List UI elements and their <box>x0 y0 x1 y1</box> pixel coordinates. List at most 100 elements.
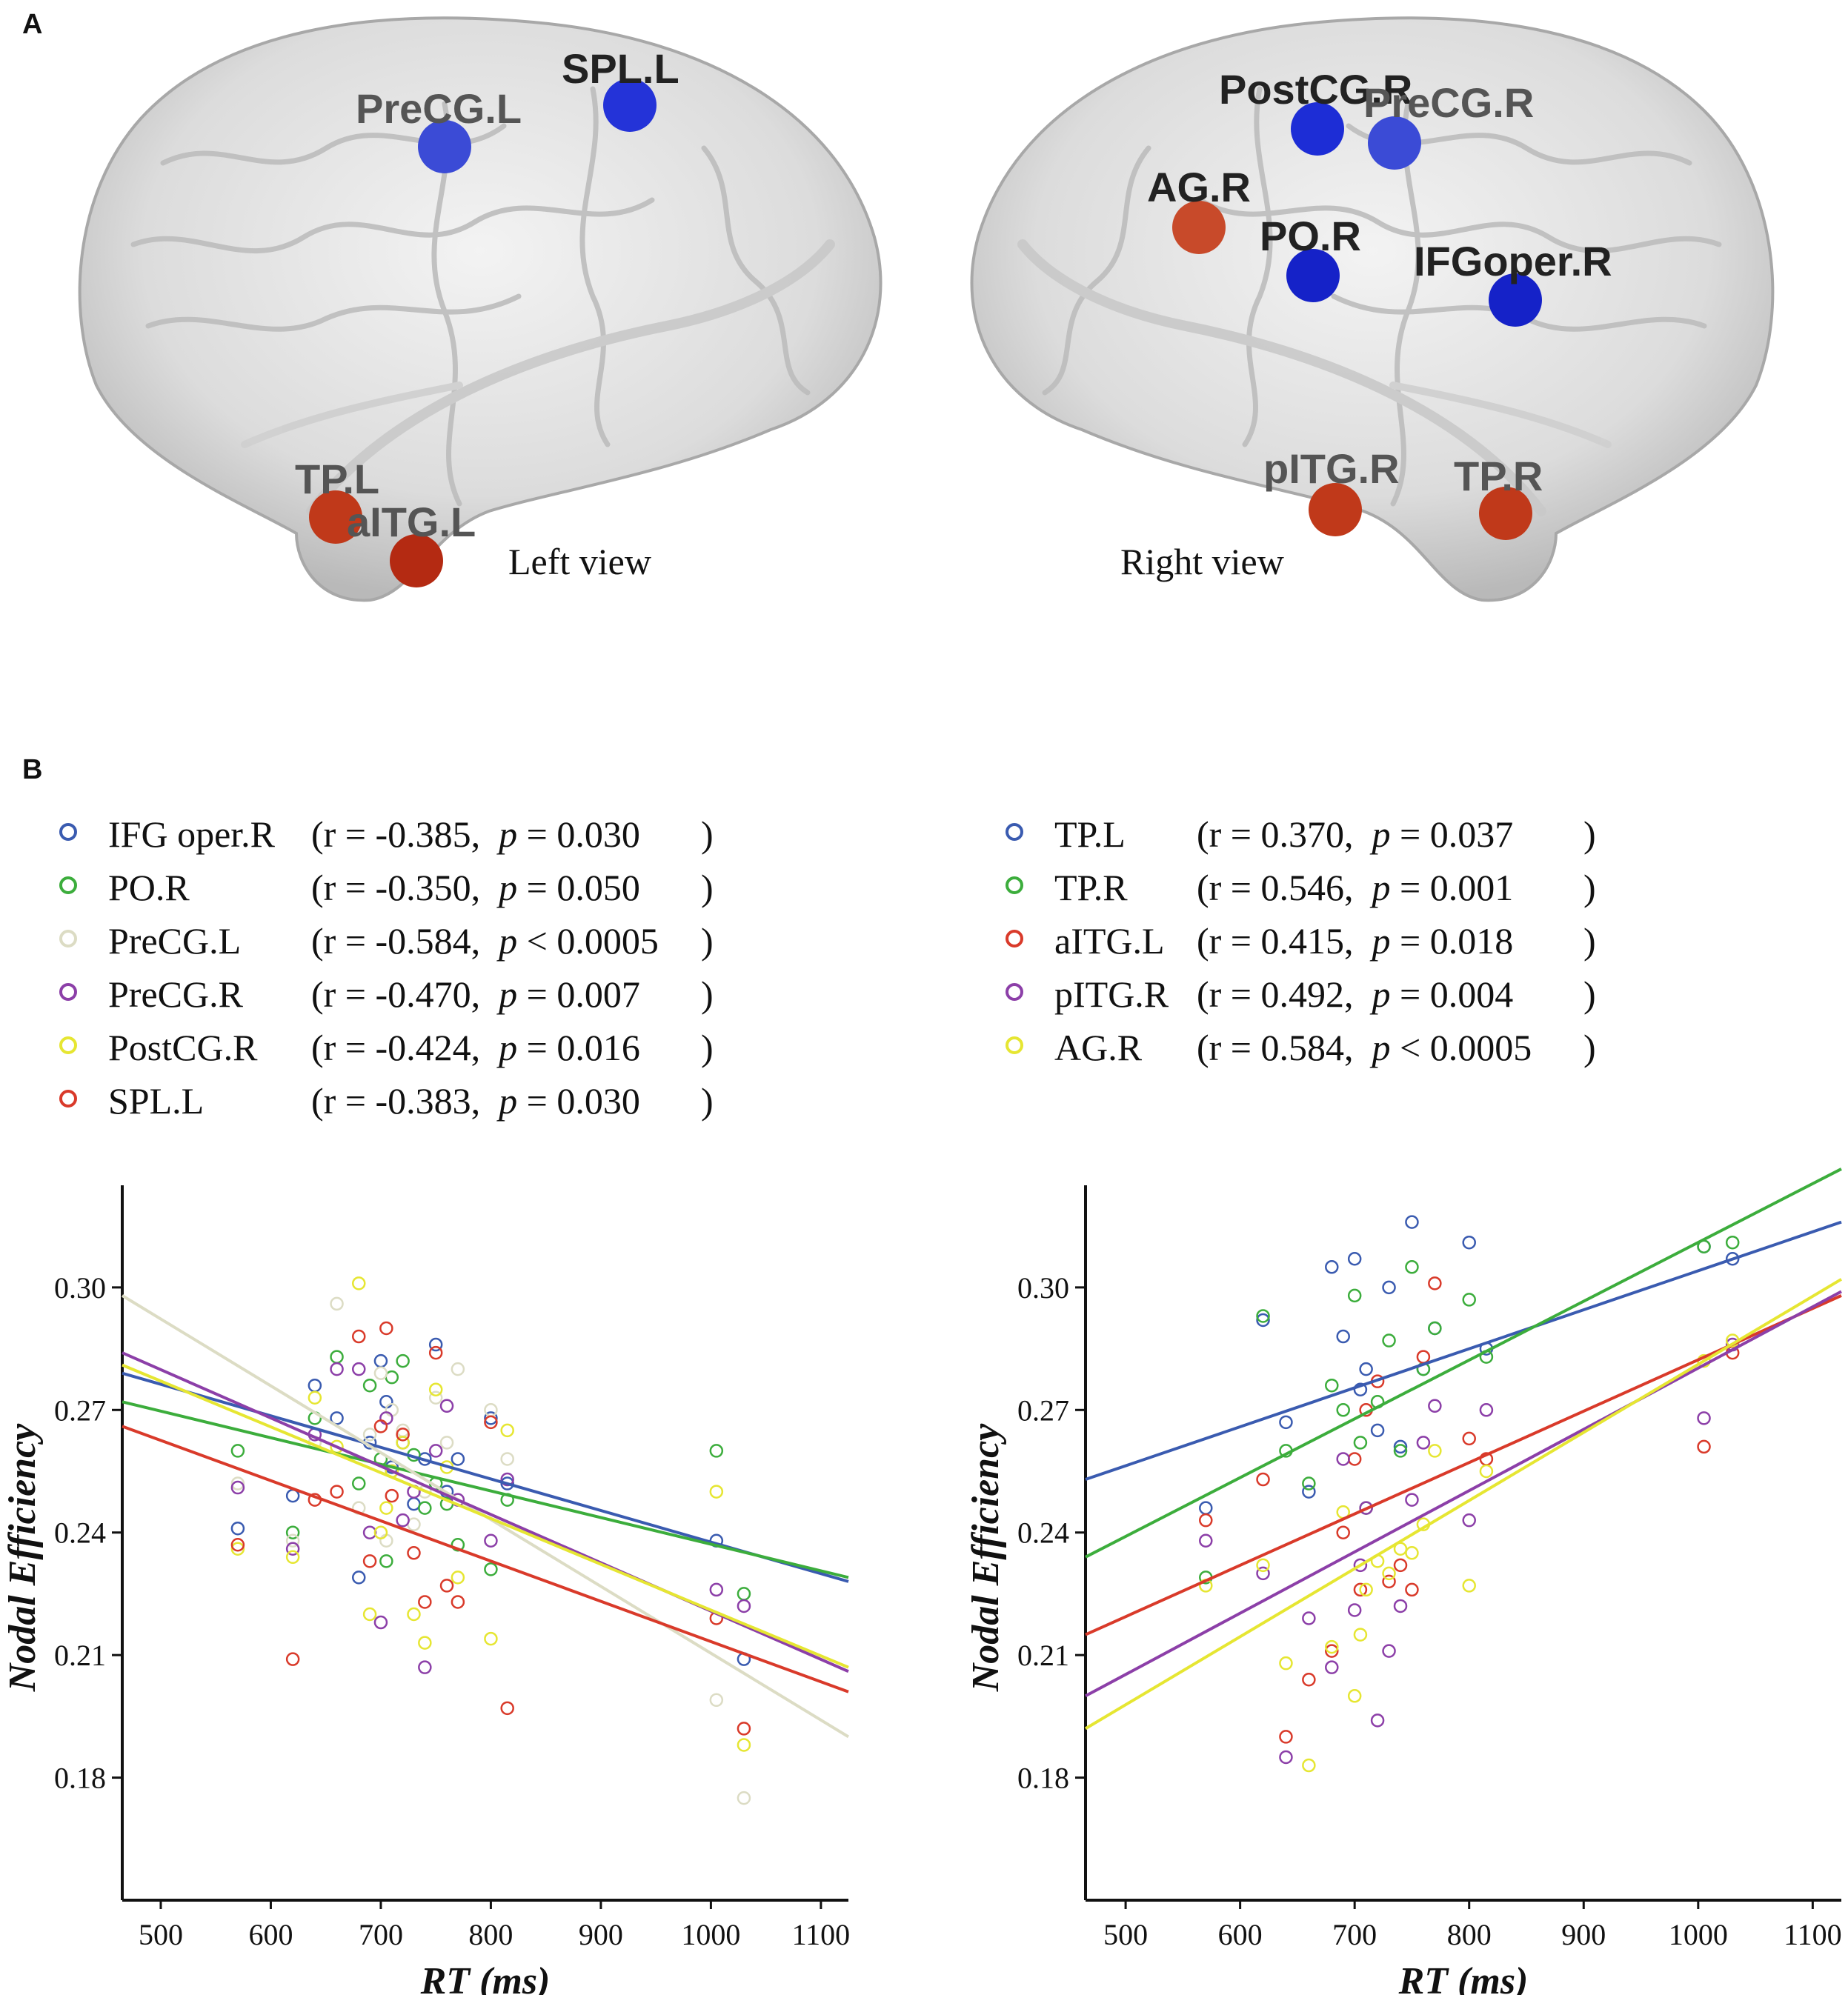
label-spl-L: SPL.L <box>562 45 679 92</box>
fit-line <box>122 1351 849 1673</box>
label-postCG-R: PostCG.R <box>1219 66 1412 113</box>
data-point <box>1256 1472 1270 1487</box>
label-aitg-L: aITG.L <box>347 499 476 545</box>
data-point <box>1347 1288 1362 1303</box>
data-point <box>1302 1485 1316 1499</box>
data-point <box>1353 1628 1368 1642</box>
data-point <box>1302 1476 1316 1491</box>
legend-marker-icon <box>59 1036 77 1054</box>
data-point <box>500 1452 514 1466</box>
data-point <box>1256 1558 1270 1573</box>
legend-p-letter: p <box>499 920 518 962</box>
data-point <box>1405 1260 1419 1274</box>
legend-p-value: = 0.037 <box>1390 813 1514 855</box>
data-point <box>484 1415 498 1430</box>
node-tp-R <box>1479 487 1532 540</box>
data-point <box>330 1296 344 1311</box>
data-point <box>308 1378 322 1393</box>
label-ifgoper-R: IFGoper.R <box>1414 238 1612 284</box>
data-point <box>396 1353 410 1368</box>
legend-marker-icon <box>59 930 77 947</box>
data-point <box>1428 1276 1442 1290</box>
data-point <box>285 1533 300 1548</box>
data-point <box>330 1350 344 1364</box>
scatter-plot-positive: 0.18 0.21 0.24 0.27 0.30 500 600 700 800 900 1000 1… <box>965 1168 1843 1995</box>
data-point <box>385 1488 399 1503</box>
legend-p-value: < 0.0005 <box>517 920 659 962</box>
label-ag-R: AG.R <box>1147 164 1251 210</box>
x-tick-label: 600 <box>1218 1918 1263 1951</box>
data-point <box>1302 1611 1316 1625</box>
fit-line <box>1084 1278 1843 1731</box>
data-point <box>373 1366 388 1380</box>
node-preCG-L <box>418 120 471 173</box>
data-point <box>396 1428 410 1442</box>
left-brain-view: PreCG.L SPL.L TP.L aITG.L Left view <box>78 16 883 602</box>
legend-item: AG.R (r = 0.584, p < 0.0005) <box>1006 1021 1821 1074</box>
data-point <box>1462 1431 1476 1446</box>
data-point <box>1416 1436 1431 1450</box>
legend-marker-icon <box>59 823 77 841</box>
data-point <box>428 1345 443 1360</box>
data-point <box>1428 1321 1442 1336</box>
legend-r-value: (r = 0.415, <box>1197 920 1372 962</box>
data-point <box>1359 1501 1373 1515</box>
data-point <box>1336 1403 1350 1417</box>
node-preCG-R <box>1368 116 1421 170</box>
data-point <box>418 1595 432 1609</box>
data-point <box>407 1546 421 1560</box>
x-tick-label: 700 <box>1332 1918 1377 1951</box>
legend-item: aITG.L (r = 0.415, p = 0.018) <box>1006 914 1821 967</box>
data-point <box>1462 1235 1476 1250</box>
legend-p-letter: p <box>499 813 518 855</box>
legend-close-paren: ) <box>1583 973 1596 1015</box>
legend-r-value: (r = -0.584, <box>311 920 499 962</box>
y-tick-label: 0.30 <box>1017 1271 1069 1305</box>
data-point <box>1382 1333 1396 1348</box>
node-aitg-L <box>390 534 443 587</box>
data-point <box>1347 1252 1362 1266</box>
data-point <box>373 1419 388 1433</box>
label-tp-L: TP.L <box>295 456 379 502</box>
data-point <box>500 1423 514 1438</box>
legend-r-value: (r = 0.584, <box>1197 1027 1372 1068</box>
legend-stat: (r = 0.492, p = 0.004 <box>1197 967 1513 1021</box>
label-preCG-R: PreCG.R <box>1363 79 1534 126</box>
x-tick-label: 500 <box>139 1918 183 1951</box>
legend-item: IFG oper.R (r = -0.385, p = 0.030) <box>59 807 874 861</box>
legend-negative-correlations: IFG oper.R (r = -0.385, p = 0.030) PO.R (r … <box>59 807 874 1128</box>
y-tick-label: 0.30 <box>54 1271 106 1305</box>
legend-item: TP.R (r = 0.546, p = 0.001) <box>1006 861 1821 914</box>
data-point <box>379 1554 393 1568</box>
data-point <box>373 1353 388 1368</box>
label-po-R: PO.R <box>1260 213 1361 259</box>
legend-stat: (r = -0.350, p = 0.050 <box>311 861 640 914</box>
data-point <box>1336 1452 1350 1466</box>
data-point <box>1428 1399 1442 1413</box>
legend-region-name: PostCG.R <box>108 1027 258 1068</box>
fit-line <box>1085 1168 1842 1559</box>
data-point <box>362 1554 377 1568</box>
legend-item: pITG.R (r = 0.492, p = 0.004) <box>1006 967 1821 1021</box>
legend-p-letter: p <box>1372 1027 1391 1068</box>
data-point <box>379 1321 393 1336</box>
legend-r-value: (r = 0.546, <box>1197 867 1372 908</box>
y-tick-label: 0.24 <box>54 1516 106 1550</box>
fit-line <box>122 1363 849 1669</box>
data-point <box>1279 1415 1293 1430</box>
y-axis-title: Nodal Efficiency <box>965 1423 1007 1692</box>
data-point <box>1725 1252 1740 1266</box>
data-point <box>484 1533 498 1548</box>
data-point <box>1393 1599 1408 1613</box>
data-point <box>351 1276 366 1290</box>
data-point <box>1393 1439 1408 1454</box>
legend-close-paren: ) <box>701 867 714 908</box>
legend-p-value: = 0.007 <box>517 973 640 1015</box>
panel-b-letter: B <box>22 754 43 785</box>
legend-p-letter: p <box>1372 973 1391 1015</box>
data-point <box>428 1390 443 1405</box>
data-point <box>230 1480 245 1495</box>
data-point <box>484 1562 498 1576</box>
data-point <box>709 1485 724 1499</box>
data-point <box>230 1476 245 1491</box>
